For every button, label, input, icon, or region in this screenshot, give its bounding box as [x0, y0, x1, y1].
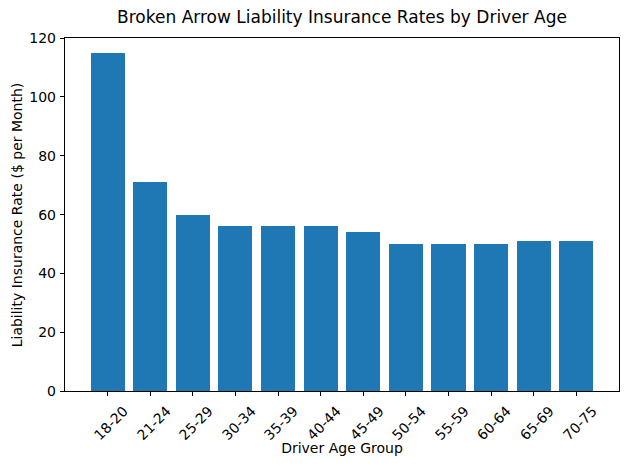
x-tick-label: 25-29 [176, 403, 216, 443]
y-tick-mark [60, 155, 64, 156]
x-tick-mark [576, 392, 577, 396]
y-tick-mark [60, 96, 64, 97]
x-tick-mark [405, 392, 406, 396]
bar-50-54 [389, 244, 423, 391]
bar-18-20 [91, 53, 125, 391]
x-tick-mark [278, 392, 279, 396]
bar-35-39 [261, 226, 295, 391]
bar-65-69 [517, 241, 551, 391]
x-tick-label: 30-34 [219, 403, 259, 443]
y-tick-mark [60, 214, 64, 215]
x-tick-mark [363, 392, 364, 396]
bar-21-24 [133, 182, 167, 391]
x-tick-label: 70-75 [560, 403, 600, 443]
bar-40-44 [304, 226, 338, 391]
bar-70-75 [559, 241, 593, 391]
y-tick-label: 60 [0, 206, 56, 224]
x-tick-label: 18-20 [91, 403, 131, 443]
y-tick-label: 80 [0, 147, 56, 165]
y-tick-label: 20 [0, 323, 56, 341]
bar-55-59 [431, 244, 465, 391]
y-tick-label: 120 [0, 29, 56, 47]
x-tick-mark [448, 392, 449, 396]
x-tick-label: 21-24 [133, 403, 173, 443]
figure: Broken Arrow Liability Insurance Rates b… [0, 0, 630, 470]
chart-title: Broken Arrow Liability Insurance Rates b… [64, 7, 620, 27]
x-tick-mark [491, 392, 492, 396]
x-tick-mark [192, 392, 193, 396]
x-tick-mark [150, 392, 151, 396]
bars-container [65, 38, 619, 391]
x-tick-label: 35-39 [261, 403, 301, 443]
plot-area [64, 37, 620, 392]
x-tick-label: 45-49 [347, 403, 387, 443]
x-tick-label: 55-59 [432, 403, 472, 443]
x-tick-mark [320, 392, 321, 396]
bar-60-64 [474, 244, 508, 391]
x-tick-mark [235, 392, 236, 396]
y-tick-label: 40 [0, 264, 56, 282]
x-tick-label: 60-64 [474, 403, 514, 443]
bar-45-49 [346, 232, 380, 391]
x-axis-label: Driver Age Group [64, 440, 620, 456]
bar-25-29 [176, 215, 210, 392]
x-tick-label: 50-54 [389, 403, 429, 443]
x-tick-mark [533, 392, 534, 396]
y-tick-mark [60, 391, 64, 392]
y-tick-mark [60, 38, 64, 39]
y-tick-mark [60, 273, 64, 274]
y-tick-label: 0 [0, 382, 56, 400]
y-tick-mark [60, 332, 64, 333]
x-tick-label: 65-69 [517, 403, 557, 443]
bar-30-34 [218, 226, 252, 391]
x-tick-mark [107, 392, 108, 396]
x-tick-label: 40-44 [304, 403, 344, 443]
y-tick-label: 100 [0, 88, 56, 106]
